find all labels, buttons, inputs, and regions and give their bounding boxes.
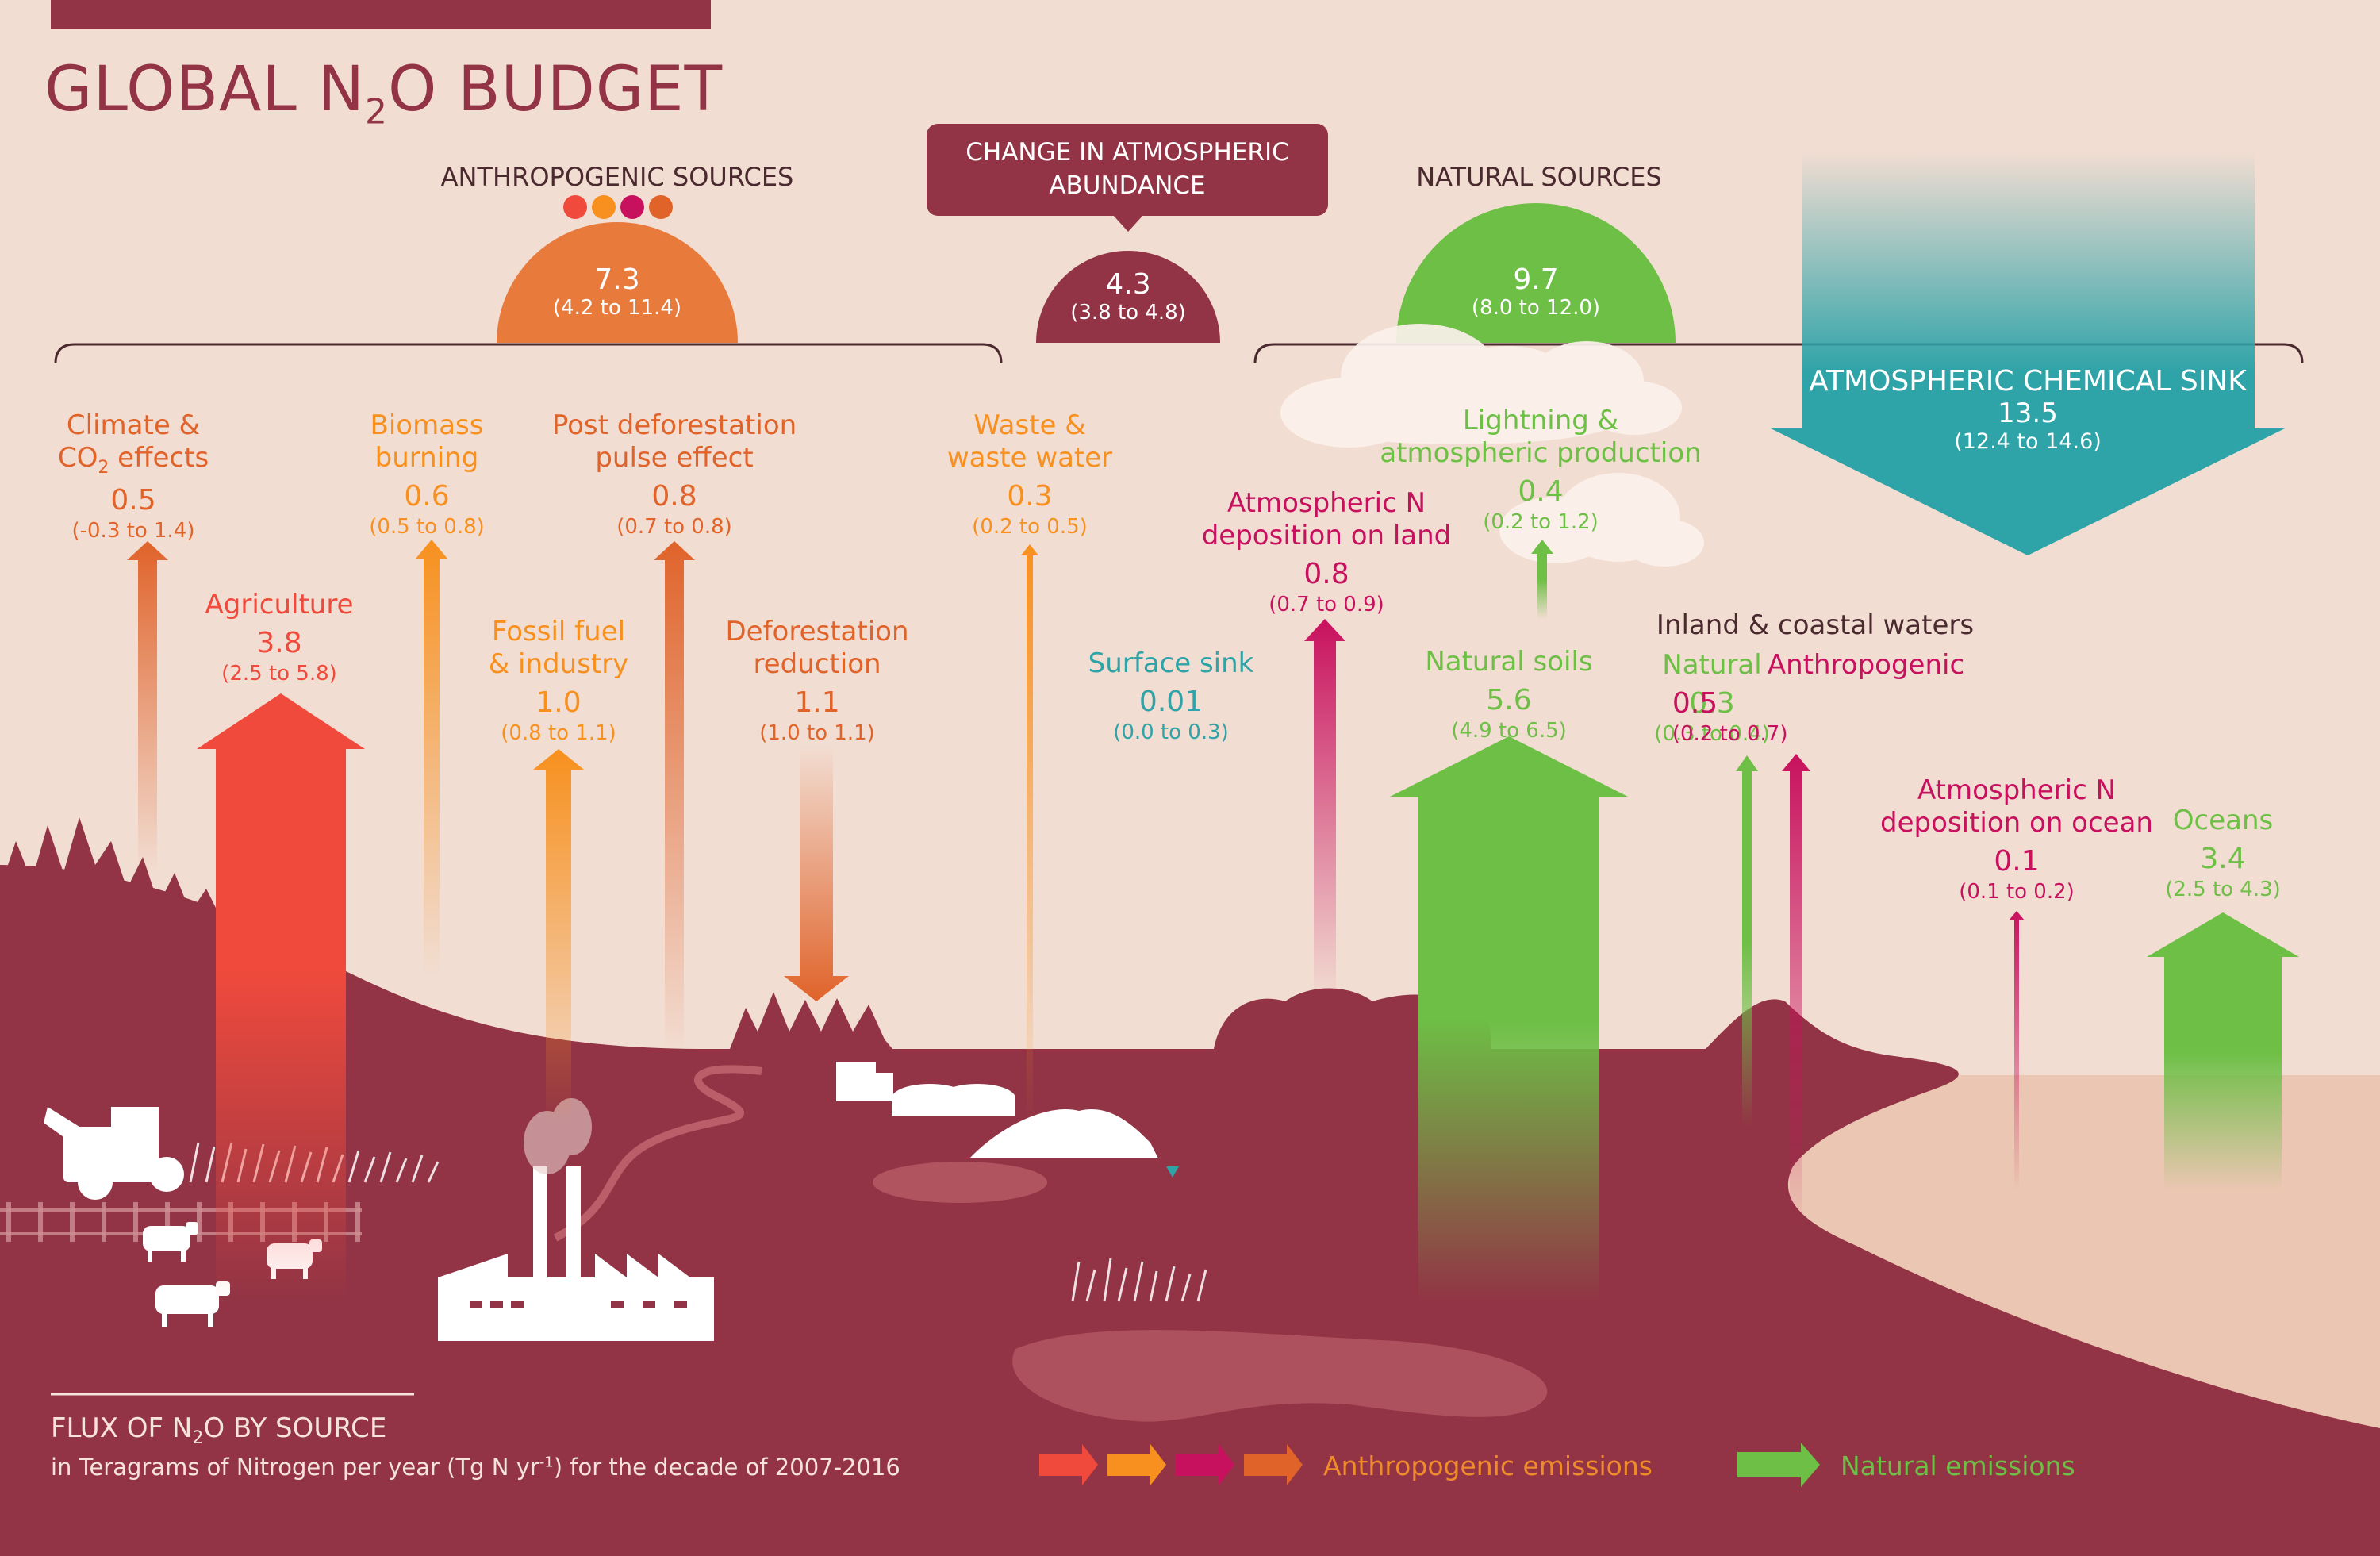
deforestation-reduction-label: Deforestation reduction 1.1 (1.0 to 1.1): [725, 616, 909, 745]
legend-anthropogenic: Anthropogenic emissions: [1323, 1450, 1653, 1481]
top-bar: [51, 0, 711, 29]
natural-sources-header: NATURAL SOURCES: [1416, 162, 1662, 192]
natural-bracket: [1253, 343, 2304, 364]
deposition-land-label: Atmospheric N deposition on land 0.8 (0.…: [1201, 487, 1452, 617]
harvester-icon: [44, 1107, 184, 1200]
inland-coastal-header: Inland & coastal waters: [1656, 609, 1975, 641]
biomass-burning-label: Biomass burning 0.6 (0.5 to 0.8): [369, 409, 485, 539]
post-deforestation-arrow: [654, 541, 695, 1055]
anthropogenic-total: 7.3 (4.2 to 11.4): [552, 263, 682, 320]
atmospheric-sink-label: ATMOSPHERIC CHEMICAL SINK 13.5 (12.4 to …: [1809, 365, 2247, 454]
anthropogenic-dome: [497, 222, 738, 343]
lightning-arrow: [1531, 540, 1553, 619]
agriculture-label: Agriculture 3.8 (2.5 to 5.8): [205, 589, 354, 686]
dot-red-icon: [563, 195, 587, 219]
dot-orange-icon: [592, 195, 616, 219]
footer-subtitle: in Teragrams of Nitrogen per year (Tg N …: [51, 1454, 900, 1481]
biomass-arrow: [416, 540, 447, 976]
legend-arrows: [1039, 1443, 1820, 1487]
dot-dark-orange-icon: [649, 195, 673, 219]
wastewater-plant-icon: [836, 1062, 1158, 1158]
river: [553, 1065, 762, 1242]
inland-natural-label: Natural 0.3 (0.3 to 0.4): [1654, 649, 1770, 746]
agriculture-arrow: [197, 693, 365, 1301]
lightning-label: Lightning & atmospheric production 0.4 (…: [1380, 405, 1702, 534]
oceans-arrow: [2147, 912, 2299, 1190]
deposition-land-arrow: [1304, 619, 1345, 1001]
surface-sink-label: Surface sink 0.01 (0.0 to 0.3): [1088, 647, 1254, 744]
post-deforestation-label: Post deforestation pulse effect 0.8 (0.7…: [551, 409, 797, 539]
dot-magenta-icon: [620, 195, 644, 219]
deposition-ocean-label: Atmospheric N deposition on ocean 0.1 (0…: [1880, 774, 2153, 904]
oceans-label: Oceans 3.4 (2.5 to 4.3): [2165, 805, 2281, 901]
anthropogenic-bracket: [54, 343, 1003, 364]
page-title: GLOBAL N2O BUDGET: [44, 54, 724, 133]
natural-soils-arrow: [1390, 736, 1628, 1301]
reeds-icon: [1071, 1258, 1207, 1302]
change-dome: [1036, 251, 1220, 343]
natural-total: 9.7 (8.0 to 12.0): [1471, 263, 1601, 320]
climate-co2-label: Climate & CO2 effects 0.5 (-0.3 to 1.4): [57, 409, 209, 544]
waste-water-label: Waste & waste water 0.3 (0.2 to 0.5): [946, 409, 1113, 539]
natural-soils-label: Natural soils 5.6 (4.9 to 6.5): [1425, 646, 1593, 743]
inland-natural-arrow: [1736, 755, 1758, 1127]
change-total: 4.3 (3.8 to 4.8): [1070, 268, 1186, 325]
natural-dome: [1396, 203, 1676, 343]
lake: [1012, 1330, 1548, 1422]
factory-icon: [438, 1166, 714, 1341]
legend-natural: Natural emissions: [1841, 1450, 2075, 1481]
fossil-fuel-arrow: [533, 749, 584, 1127]
inland-anthropogenic-label: Anthropogenic 0.5 (0.2 to 0.7): [1672, 649, 1965, 746]
atmospheric-sink-arrow: [1771, 151, 2285, 555]
clouds: [1280, 324, 1704, 567]
land: [0, 865, 2380, 1556]
change-in-abundance-box: CHANGE IN ATMOSPHERIC ABUNDANCE: [927, 124, 1328, 216]
anthropogenic-sources-header: ANTHROPOGENIC SOURCES: [440, 162, 794, 192]
deposition-ocean-arrow: [2009, 911, 2025, 1190]
climate-arrow: [127, 541, 168, 873]
deforestation-reduction-arrow: [784, 746, 849, 1001]
waste-arrow: [1021, 544, 1038, 1127]
footer-title: FLUX OF N2O BY SOURCE: [51, 1412, 387, 1448]
inland-anthropogenic-arrow: [1782, 754, 1810, 1238]
fossil-fuel-label: Fossil fuel & industry 1.0 (0.8 to 1.1): [488, 616, 629, 745]
